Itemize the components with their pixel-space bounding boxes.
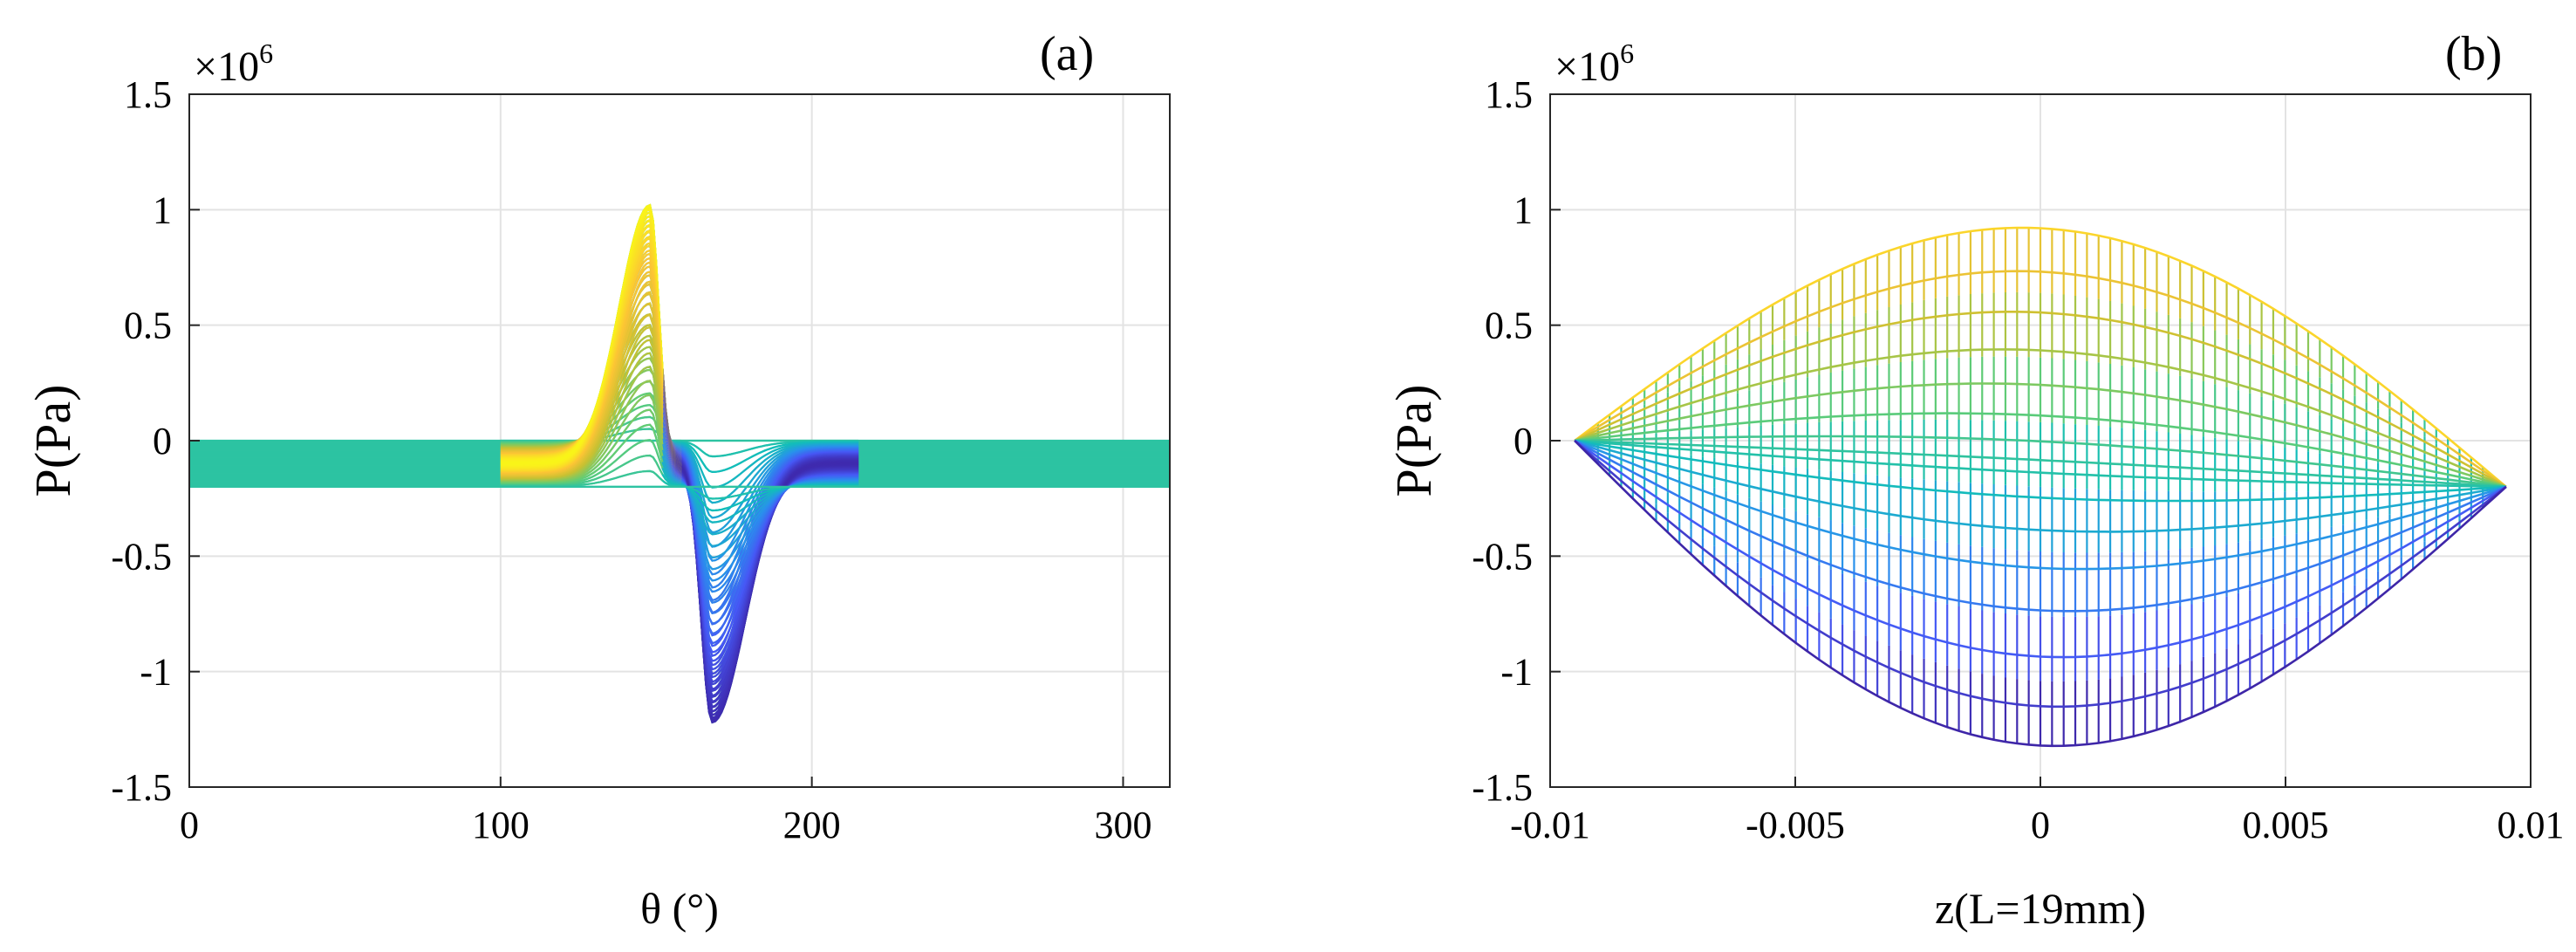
x-axis-label-a: θ (°): [640, 884, 719, 933]
series-line-b: [1574, 439, 2506, 489]
series-line-b: [1574, 310, 2507, 489]
chart-panel-a: 0 100 200 300 1.5 1 0.5 0 -0.5 -1 -1.5 (a) ×106 θ …: [24, 27, 1171, 933]
series-line-b: [1574, 439, 2507, 659]
y-tick-label: -1.5: [1472, 766, 1533, 809]
y-tick-label: -0.5: [1472, 535, 1533, 578]
y-tick-label: 1.5: [124, 73, 172, 116]
y-tick-label: -0.5: [111, 535, 172, 578]
series-line-b: [1574, 270, 2507, 488]
series-line-b: [1574, 440, 2507, 748]
panel-label-b: (b): [2445, 27, 2502, 81]
curves-b: [1574, 226, 2507, 748]
panel-label-a: (a): [1040, 27, 1094, 81]
series-line-b: [1574, 439, 2507, 571]
series-line-b: [1574, 439, 2507, 613]
y-axis-label-a: P(Pa): [24, 385, 81, 497]
y-exponent-a: ×106: [194, 38, 273, 90]
series-line-b: [1574, 439, 2506, 503]
series-line-b: [1575, 439, 2506, 489]
x-tick-label: 200: [783, 804, 841, 846]
ticks-a: 0 100 200 300 1.5 1 0.5 0 -0.5 -1 -1.5: [111, 73, 1151, 846]
x-tick-label: -0.005: [1746, 804, 1845, 846]
x-tick-label: 100: [472, 804, 530, 846]
y-tick-label: 0: [1513, 420, 1533, 462]
ticks-b: -0.01 -0.005 0 0.005 0.01 1.5 1 0.5 0 -0.5 -1 -1.5: [1472, 73, 2564, 846]
chart-panel-b: -0.01 -0.005 0 0.005 0.011.510.50-0.5-1-1.5 …: [1385, 27, 2565, 933]
y-tick-label: 0.5: [1485, 305, 1533, 347]
x-tick-label: 300: [1094, 804, 1151, 846]
y-tick-label: -1: [140, 651, 172, 694]
y-tick-label: 1.5: [1485, 73, 1533, 116]
y-tick-label: 0: [153, 420, 172, 462]
series-line-b: [1575, 435, 2507, 489]
series-line-b: [1574, 382, 2507, 489]
series-line-b: [1574, 226, 2507, 488]
y-exponent-b: ×106: [1554, 38, 1634, 90]
x-axis-label-b: z(L=19mm): [1935, 884, 2146, 933]
y-tick-label: -1.5: [111, 766, 172, 809]
x-tick-label: 0: [180, 804, 199, 846]
curves-a: [189, 203, 1170, 724]
x-tick-label: 0: [2031, 804, 2050, 846]
y-tick-label: 1: [153, 188, 172, 231]
x-tick-label: -0.01: [1510, 804, 1590, 846]
series-line-b: [1574, 440, 2507, 709]
series-line-b: [1574, 348, 2507, 489]
x-tick-label: 0.005: [2243, 804, 2329, 846]
y-tick-label: -1: [1500, 651, 1533, 694]
y-tick-label: 1: [1513, 188, 1533, 231]
series-line-b: [1574, 412, 2507, 489]
series-line-b: [1574, 439, 2507, 533]
y-tick-label: 0.5: [124, 305, 172, 347]
y-axis-label-b: P(Pa): [1385, 385, 1442, 497]
x-tick-label: 0.01: [2497, 804, 2565, 846]
